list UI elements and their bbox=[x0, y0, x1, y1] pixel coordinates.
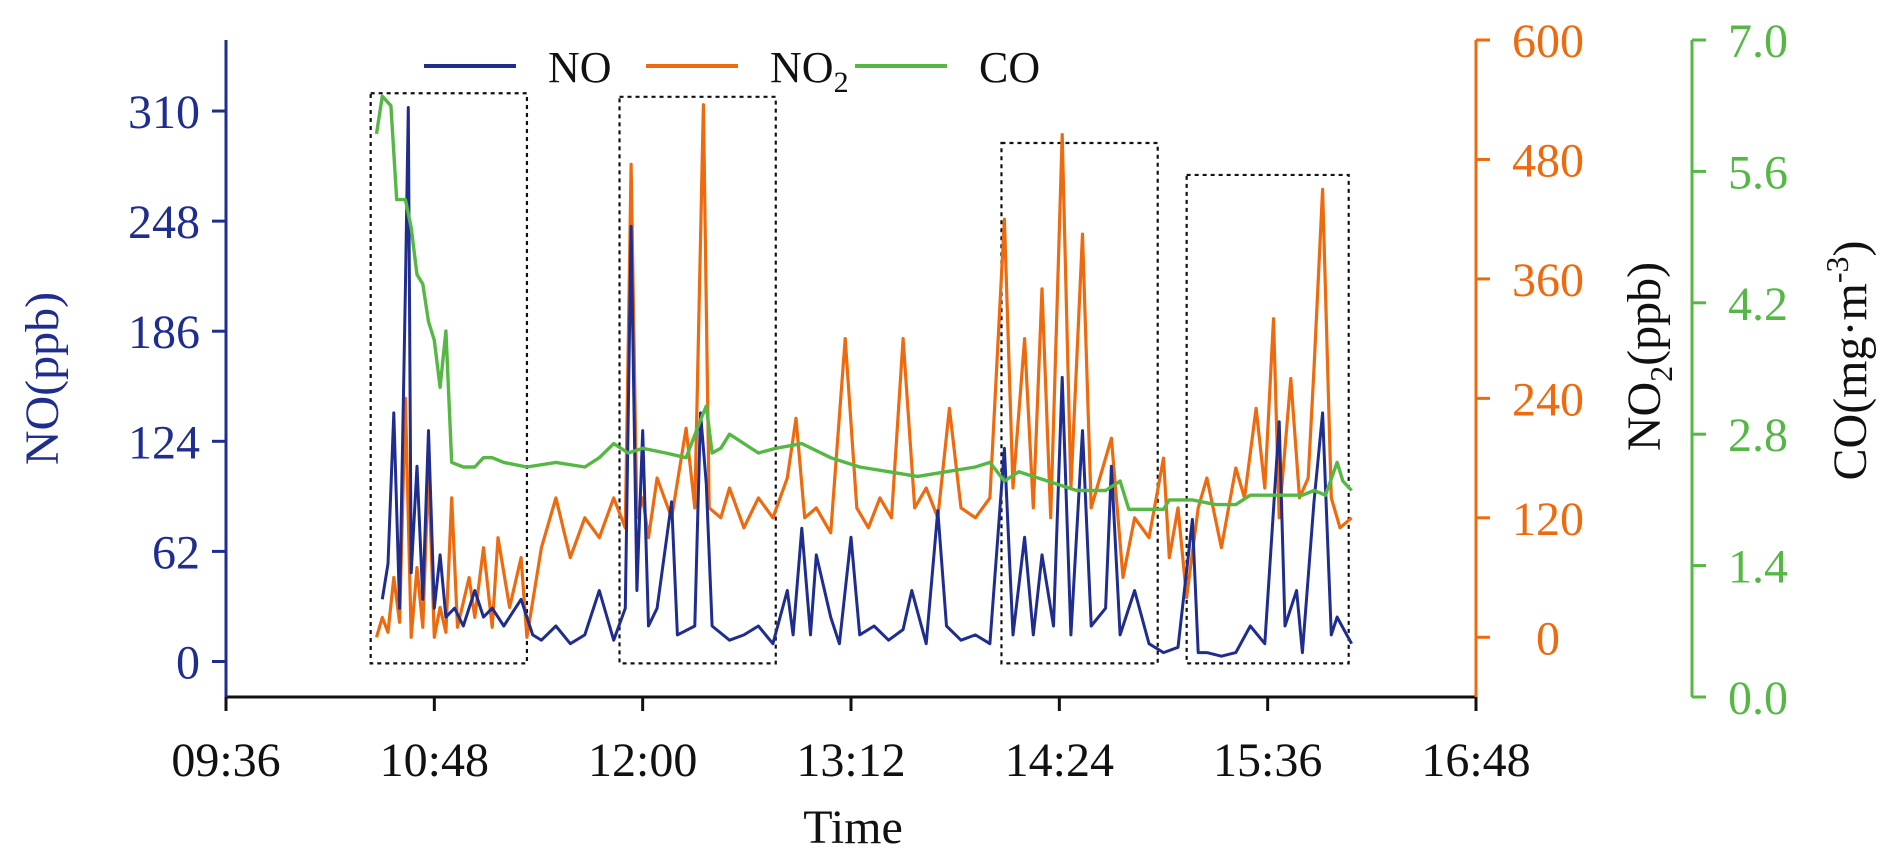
legend-label-no2: NO2 bbox=[770, 43, 849, 99]
x-tick-label-6: 16:48 bbox=[1421, 734, 1530, 787]
no2-axis-label-main: NO bbox=[1618, 382, 1671, 451]
x-tick-label-5: 15:36 bbox=[1213, 734, 1322, 787]
co-tick-label-0: 0.0 bbox=[1728, 672, 1788, 725]
no2-axis-label-tail: (ppb) bbox=[1618, 262, 1671, 366]
no-tick-label-3: 186 bbox=[128, 306, 200, 359]
series-line-no2 bbox=[374, 103, 1353, 639]
x-tick-label-4: 14:24 bbox=[1005, 734, 1114, 787]
no-tick-label-1: 62 bbox=[152, 526, 200, 579]
co-tick-label-3: 4.2 bbox=[1728, 278, 1788, 331]
highlight-window-3 bbox=[1000, 141, 1159, 665]
no2-tick-label-2: 240 bbox=[1512, 373, 1584, 426]
x-axis-label: Time bbox=[803, 801, 903, 854]
co-tick-label-4: 5.6 bbox=[1728, 146, 1788, 199]
no2-axis-label-sub: 2 bbox=[1643, 366, 1679, 382]
no2-axis-label: NO2(ppb) bbox=[1618, 262, 1679, 451]
x-tick-label-2: 12:00 bbox=[588, 734, 697, 787]
no2-tick-label-3: 360 bbox=[1512, 254, 1584, 307]
x-tick-label-0: 09:36 bbox=[171, 734, 280, 787]
legend-label-main-co: CO bbox=[979, 43, 1040, 92]
series-line-co bbox=[374, 94, 1353, 511]
no-axis-label: NO(ppb) bbox=[16, 292, 69, 465]
no-tick-label-4: 248 bbox=[128, 196, 200, 249]
co-tick-label-1: 1.4 bbox=[1728, 541, 1788, 594]
highlight-window-1 bbox=[369, 92, 529, 665]
axes-group: 09:36 10:48 12:00 13:12 14:24 15:36 16:48 Time 0… bbox=[16, 15, 1877, 854]
no-tick-label-0: 0 bbox=[176, 636, 200, 689]
co-axis-label-sup: -3 bbox=[1819, 257, 1855, 284]
legend: NO NO2 CO bbox=[424, 43, 1040, 99]
co-axis-label-main: CO(mg·m bbox=[1824, 283, 1877, 480]
x-tick-label-3: 13:12 bbox=[796, 734, 905, 787]
legend-label-main-no: NO bbox=[548, 43, 612, 92]
highlight-window-4 bbox=[1185, 173, 1350, 665]
highlight-windows bbox=[369, 92, 1350, 665]
no2-tick-label-0: 0 bbox=[1536, 612, 1560, 665]
plot-area bbox=[374, 94, 1353, 658]
co-axis-label: CO(mg·m-3) bbox=[1819, 241, 1877, 481]
no-tick-label-2: 124 bbox=[128, 416, 200, 469]
no-tick-label-5: 310 bbox=[128, 86, 200, 139]
legend-label-sub-no2: 2 bbox=[834, 66, 849, 99]
x-tick-label-1: 10:48 bbox=[380, 734, 489, 787]
no2-tick-label-1: 120 bbox=[1512, 493, 1584, 546]
co-tick-label-5: 7.0 bbox=[1728, 15, 1788, 68]
series-line-no bbox=[380, 106, 1353, 658]
highlight-window-2 bbox=[618, 95, 777, 665]
legend-label-no: NO bbox=[548, 43, 612, 92]
legend-label-main-no2: NO bbox=[770, 43, 834, 92]
no2-tick-label-5: 600 bbox=[1512, 15, 1584, 68]
legend-label-co: CO bbox=[979, 43, 1040, 92]
no2-tick-label-4: 480 bbox=[1512, 134, 1584, 187]
co-tick-label-2: 2.8 bbox=[1728, 409, 1788, 462]
co-axis-label-tail: ) bbox=[1824, 241, 1877, 257]
